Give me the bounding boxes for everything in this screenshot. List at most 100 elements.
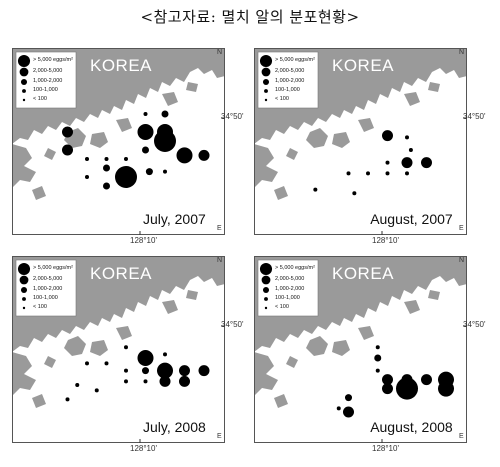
map-panel-august-2007: > 5,000 eggs/m² 2,000-5,000 1,000-2,000 100…: [254, 48, 467, 235]
island: [32, 394, 46, 408]
island: [64, 336, 86, 356]
island: [274, 394, 288, 408]
island: [32, 186, 46, 200]
legend-symbol: [22, 297, 26, 301]
egg-station: [124, 379, 128, 384]
egg-station: [336, 406, 341, 411]
legend-label: > 5,000 eggs/m²: [33, 57, 73, 63]
island: [428, 290, 440, 300]
map-panel-august-2008: > 5,000 eggs/m² 2,000-5,000 1,000-2,000 100…: [254, 256, 467, 443]
north-label: N: [217, 257, 223, 264]
island: [358, 118, 374, 132]
egg-station: [104, 157, 109, 161]
legend-symbol: [261, 275, 271, 285]
island: [332, 132, 350, 148]
egg-station: [142, 146, 149, 154]
island: [404, 92, 420, 106]
egg-station: [161, 110, 169, 118]
egg-station: [142, 367, 149, 375]
island: [186, 82, 198, 92]
map-frame: [254, 256, 467, 443]
map-canvas: [12, 48, 225, 235]
island: [12, 352, 36, 396]
egg-station: [75, 383, 80, 387]
island: [162, 300, 178, 314]
egg-station: [421, 157, 432, 169]
legend-label: 1,000-2,000: [33, 78, 63, 84]
legend-symbol: [22, 89, 26, 93]
egg-station: [124, 345, 128, 350]
egg-station: [421, 374, 432, 386]
island: [44, 356, 56, 368]
island: [332, 340, 350, 356]
legend-symbol: [259, 262, 273, 276]
egg-station: [385, 171, 390, 176]
island: [358, 326, 374, 340]
korea-label: KOREA: [90, 264, 153, 283]
island: [254, 144, 278, 188]
legend-label: 2,000-5,000: [275, 276, 305, 282]
korea-label: KOREA: [332, 264, 395, 283]
longitude-label: 128°10': [130, 444, 157, 453]
egg-station: [408, 148, 413, 152]
legend-symbol: [22, 98, 26, 102]
legend-label: < 100: [33, 96, 47, 102]
egg-station: [345, 394, 352, 402]
map-panel-july-2007: > 5,000 eggs/m² 2,000-5,000 1,000-2,000 100…: [12, 48, 225, 235]
egg-station: [62, 126, 73, 138]
egg-station: [163, 352, 167, 357]
legend-symbol: [20, 286, 28, 294]
date-label: August, 2007: [370, 211, 453, 227]
egg-station: [385, 160, 390, 165]
island: [254, 352, 278, 396]
legend-label: 1,000-2,000: [275, 78, 305, 84]
egg-station: [65, 397, 70, 402]
north-label: N: [459, 49, 465, 56]
egg-station: [94, 388, 99, 393]
egg-station: [85, 157, 89, 161]
egg-station: [157, 362, 173, 379]
legend-label: > 5,000 eggs/m²: [275, 57, 315, 63]
north-label: N: [459, 257, 465, 264]
egg-station: [346, 171, 351, 176]
east-label: E: [459, 433, 464, 440]
island: [274, 186, 288, 200]
map-frame: [12, 256, 225, 443]
island: [90, 132, 108, 148]
egg-station: [375, 368, 380, 373]
legend-label: 100-1,000: [33, 87, 58, 93]
egg-station: [143, 379, 148, 384]
legend-label: 2,000-5,000: [275, 68, 305, 74]
egg-station: [85, 175, 89, 179]
map-canvas: [254, 48, 467, 235]
page-title: <참고자료: 멸치 알의 분포현황>: [140, 8, 360, 26]
date-label: August, 2008: [370, 419, 453, 435]
island: [404, 300, 420, 314]
legend-label: > 5,000 eggs/m²: [33, 265, 73, 271]
legend-label: < 100: [275, 304, 289, 310]
map-frame: [12, 48, 225, 235]
legend-symbol: [19, 275, 29, 285]
legend-symbol: [17, 54, 31, 68]
map-panel-july-2008: > 5,000 eggs/m² 2,000-5,000 1,000-2,000 100…: [12, 256, 225, 443]
island: [162, 92, 178, 106]
egg-station: [115, 166, 137, 188]
longitude-label: 128°10': [372, 444, 399, 453]
date-label: July, 2007: [143, 211, 206, 227]
island: [428, 82, 440, 92]
date-label: July, 2008: [143, 419, 206, 435]
egg-station: [366, 171, 370, 176]
latitude-label: 34°50': [463, 112, 486, 121]
legend-symbol: [259, 54, 273, 68]
legend-label: < 100: [275, 96, 289, 102]
latitude-label: 34°50': [221, 112, 244, 121]
egg-station: [405, 135, 409, 140]
egg-station: [124, 157, 128, 161]
egg-station: [124, 368, 128, 373]
egg-station: [137, 350, 154, 366]
egg-station: [159, 375, 171, 387]
island: [286, 356, 298, 368]
legend-label: 100-1,000: [275, 87, 300, 93]
map-frame: [254, 48, 467, 235]
egg-station: [352, 191, 357, 196]
